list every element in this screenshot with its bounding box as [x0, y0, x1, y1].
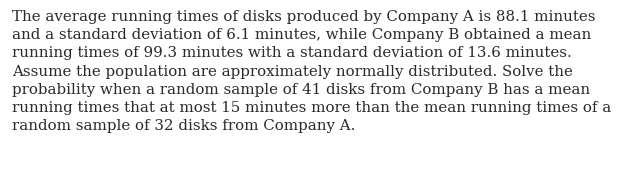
Text: The average running times of disks produced by Company A is 88.1 minutes
and a s: The average running times of disks produ… — [12, 10, 611, 133]
